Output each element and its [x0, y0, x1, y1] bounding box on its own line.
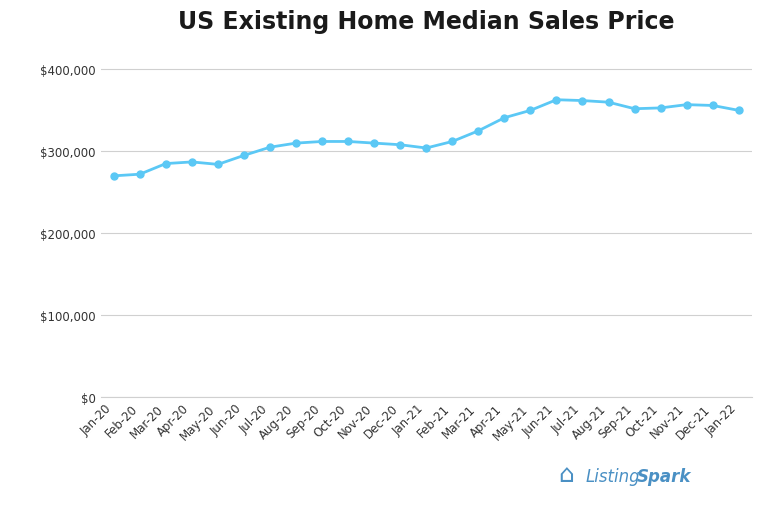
Title: US Existing Home Median Sales Price: US Existing Home Median Sales Price — [178, 10, 674, 34]
Text: Listing: Listing — [585, 467, 639, 485]
Text: Spark: Spark — [637, 467, 691, 485]
Text: ⌂: ⌂ — [558, 462, 574, 486]
